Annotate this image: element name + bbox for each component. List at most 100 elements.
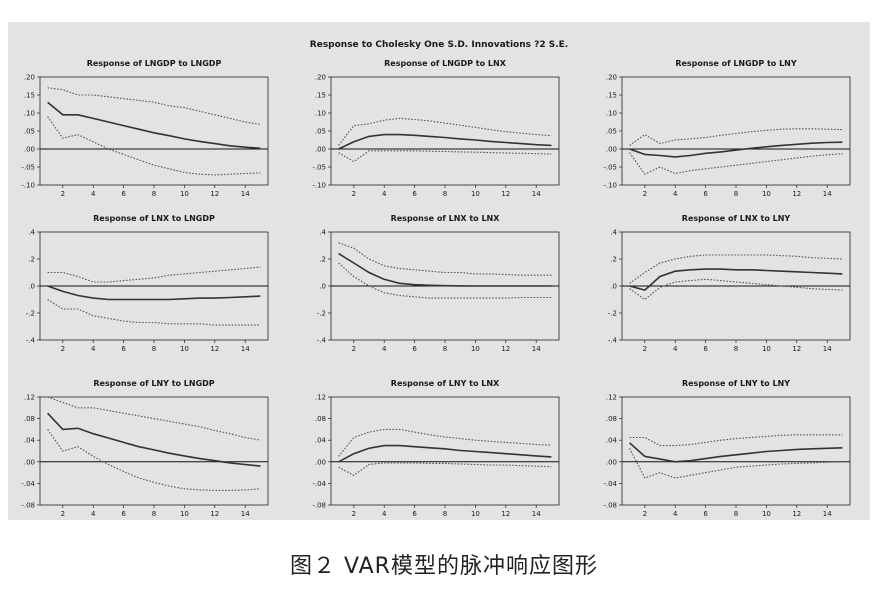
x-tick-label: 12	[210, 345, 219, 353]
plot-frame	[621, 396, 851, 506]
x-tick-label: 4	[382, 510, 387, 518]
y-tick-label: .00	[24, 146, 35, 154]
x-tick-label: 4	[673, 345, 678, 353]
plot-frame	[39, 76, 269, 186]
x-tick-label: 8	[443, 510, 447, 518]
response-line	[338, 133, 552, 150]
plot-frame	[330, 76, 560, 186]
x-tick-label: 2	[352, 345, 356, 353]
x-tick-label: 6	[703, 345, 708, 353]
panel-title: Response of LNGDP to LNX	[384, 59, 507, 68]
y-tick-label: -.2	[317, 310, 326, 318]
y-tick-label: -.04	[603, 480, 617, 488]
y-tick-label: .10	[315, 110, 326, 118]
x-tick-label: 14	[823, 190, 832, 198]
y-tick-label: -.05	[21, 164, 35, 172]
y-tick-label: -.04	[312, 480, 326, 488]
x-tick-label: 14	[823, 345, 832, 353]
lower-band-line	[47, 429, 261, 491]
lower-band-line	[338, 462, 552, 476]
y-tick-label: -.05	[312, 164, 326, 172]
y-tick-label: .4	[28, 229, 35, 237]
x-tick-label: 4	[91, 190, 96, 198]
y-tick-label: .15	[606, 92, 617, 100]
upper-band-line	[47, 396, 261, 441]
plot-frame	[39, 396, 269, 506]
y-tick-label: .00	[315, 458, 326, 466]
panel-title: Response of LNGDP to LNY	[675, 59, 797, 68]
x-tick-label: 10	[180, 190, 189, 198]
y-tick-label: .10	[606, 110, 617, 118]
y-tick-label: -.4	[608, 337, 618, 345]
x-tick-label: 14	[532, 345, 541, 353]
y-tick-label: .12	[24, 394, 35, 402]
y-tick-label: .0	[610, 283, 617, 291]
y-tick-label: -.08	[603, 502, 617, 510]
y-tick-label: .05	[606, 128, 617, 136]
figure-title: Response to Cholesky One S.D. Innovation…	[309, 40, 569, 50]
y-tick-label: .04	[606, 437, 618, 445]
x-tick-label: 6	[121, 510, 126, 518]
y-tick-label: .4	[319, 229, 326, 237]
panel-title: Response of LNY to LNGDP	[93, 379, 214, 388]
response-line	[47, 412, 261, 467]
x-tick-label: 8	[443, 345, 447, 353]
x-tick-label: 10	[762, 190, 771, 198]
x-tick-label: 2	[643, 345, 647, 353]
y-tick-label: .2	[610, 256, 617, 264]
x-tick-label: 2	[61, 345, 65, 353]
lower-band-line	[629, 448, 843, 479]
y-tick-label: .00	[606, 146, 617, 154]
irf-panel-9: Response of LNY to LNY .12 .08 .04 .00 -.04 -.…	[603, 379, 851, 518]
x-tick-label: 14	[823, 510, 832, 518]
upper-band-line	[47, 87, 261, 126]
x-tick-label: 8	[152, 510, 156, 518]
lower-band-line	[338, 262, 552, 299]
upper-band-line	[629, 434, 843, 447]
y-tick-label: .20	[315, 74, 326, 82]
x-tick-label: 12	[501, 190, 510, 198]
y-tick-label: .15	[315, 92, 326, 100]
x-tick-label: 12	[792, 345, 801, 353]
x-tick-label: 10	[471, 190, 480, 198]
panel-title: Response of LNX to LNGDP	[93, 214, 215, 223]
lower-band-line	[47, 299, 261, 326]
y-tick-label: .10	[24, 110, 35, 118]
irf-panel-4: Response of LNX to LNGDP .4 .2 .0 -.2 -.4 2 4 6 8…	[26, 214, 269, 353]
x-tick-label: 12	[792, 510, 801, 518]
y-tick-label: .0	[319, 283, 326, 291]
y-tick-label: -.10	[21, 182, 35, 190]
x-tick-label: 4	[673, 190, 678, 198]
figure-caption: 图２ VAR模型的脉冲响应图形	[290, 554, 598, 579]
response-line	[629, 268, 843, 291]
y-tick-label: .2	[319, 256, 326, 264]
x-tick-label: 2	[61, 510, 65, 518]
response-line	[629, 442, 843, 463]
x-tick-label: 14	[532, 190, 541, 198]
x-tick-label: 4	[673, 510, 678, 518]
y-tick-label: -.08	[312, 502, 326, 510]
irf-panel-3: Response of LNGDP to LNY .20 .15 .10 .05 .00 -…	[603, 59, 851, 198]
y-tick-label: .20	[24, 74, 35, 82]
x-tick-label: 10	[471, 345, 480, 353]
x-tick-label: 6	[703, 190, 708, 198]
x-tick-label: 6	[412, 190, 417, 198]
x-tick-label: 10	[180, 345, 189, 353]
y-tick-label: .05	[315, 128, 326, 136]
response-line	[47, 285, 261, 301]
x-tick-label: 10	[471, 510, 480, 518]
irf-panel-2: Response of LNGDP to LNX .20 .15 .10 .05 .00 -…	[312, 59, 560, 198]
irf-panel-8: Response of LNY to LNX .12 .08 .04 .00 -.04 -.…	[312, 379, 560, 518]
x-tick-label: 8	[734, 345, 738, 353]
x-tick-label: 4	[91, 345, 96, 353]
x-tick-label: 6	[121, 190, 126, 198]
x-tick-label: 6	[412, 345, 417, 353]
y-tick-label: .08	[24, 415, 35, 423]
y-tick-label: .00	[24, 458, 35, 466]
figure-area: Response to Cholesky One S.D. Innovation…	[8, 22, 870, 520]
y-tick-label: .04	[24, 437, 36, 445]
x-tick-label: 14	[241, 190, 250, 198]
response-line	[338, 252, 552, 287]
y-tick-label: .00	[315, 146, 326, 154]
lower-band-line	[338, 150, 552, 163]
